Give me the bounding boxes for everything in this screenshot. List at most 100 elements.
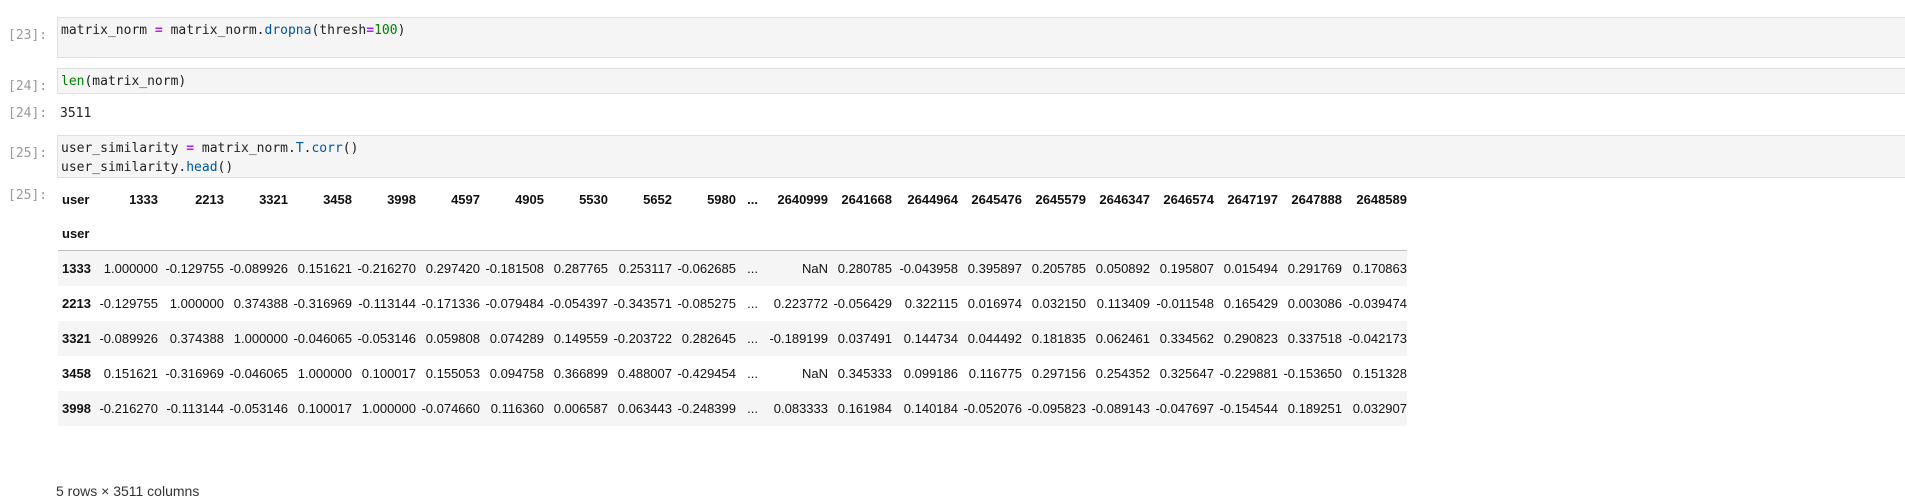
- index-name-spacer: [1342, 217, 1407, 251]
- table-cell: 0.100017: [361, 366, 416, 381]
- table-cell: 0.050892: [1095, 261, 1150, 276]
- cell-25-prompt: [25]:: [8, 146, 48, 161]
- code-token: user_similarity.: [61, 160, 187, 175]
- table-cell: 0.322115: [904, 296, 958, 311]
- table-cell: -0.047697: [1155, 401, 1214, 416]
- table-cell: -0.203722: [613, 331, 672, 346]
- dataframe-index-name-row: user: [58, 217, 1407, 251]
- table-cell: -0.216270: [357, 261, 416, 276]
- table-cell: 0.016974: [967, 296, 1022, 311]
- column-axis-name: user: [62, 192, 90, 207]
- column-header: 5652: [643, 192, 672, 207]
- row-index-label: 1333: [62, 261, 91, 276]
- table-cell: 0.151621: [297, 261, 352, 276]
- table-cell: -0.153650: [1283, 366, 1342, 381]
- dataframe-shape-text: 5 rows × 3511 columns: [56, 483, 200, 499]
- table-cell: -0.056429: [833, 296, 892, 311]
- table-cell: -0.062685: [677, 261, 736, 276]
- table-cell: -0.316969: [293, 296, 352, 311]
- index-name-spacer: [758, 217, 828, 251]
- table-cell: 0.140184: [903, 401, 958, 416]
- index-name-spacer: [1086, 217, 1150, 251]
- table-cell: 0.334562: [1159, 331, 1214, 346]
- table-cell: -0.154544: [1219, 401, 1278, 416]
- table-cell: 0.254352: [1095, 366, 1150, 381]
- column-ellipsis: ...: [747, 192, 758, 207]
- table-cell: -0.216270: [99, 401, 158, 416]
- column-header: 4905: [515, 192, 544, 207]
- table-cell: 0.083333: [773, 401, 828, 416]
- table-cell: -0.316969: [165, 366, 224, 381]
- table-cell: 0.223772: [773, 296, 828, 311]
- cell-ellipsis: ...: [747, 366, 758, 381]
- column-header: 3998: [387, 192, 416, 207]
- code-token: user_similarity: [61, 141, 187, 156]
- table-cell: -0.043958: [899, 261, 958, 276]
- table-cell: 0.287765: [553, 261, 608, 276]
- index-name-spacer: [224, 217, 288, 251]
- cell-25-code-line-1: user_similarity = matrix_norm.T.corr(): [58, 139, 1905, 158]
- cell-24-input[interactable]: len(matrix_norm): [57, 68, 1905, 94]
- table-cell: -0.039474: [1348, 296, 1407, 311]
- index-name-spacer: [480, 217, 544, 251]
- index-name-spacer: [1214, 217, 1278, 251]
- code-token: head: [186, 160, 218, 175]
- table-cell: 0.151328: [1352, 366, 1407, 381]
- table-cell: -0.089926: [99, 331, 158, 346]
- table-cell: 0.488007: [617, 366, 672, 381]
- table-cell: -0.181508: [485, 261, 544, 276]
- cell-25-input[interactable]: user_similarity = matrix_norm.T.corr() u…: [57, 135, 1905, 178]
- cell-23-input[interactable]: matrix_norm = matrix_norm.dropna(thresh=…: [57, 17, 1905, 58]
- dataframe-table: user 1333 2213 3321 3458 3998 4597 4905 5530 565…: [58, 182, 1407, 426]
- code-token: (): [217, 160, 234, 175]
- table-cell: 0.170863: [1352, 261, 1407, 276]
- index-name-spacer: [544, 217, 608, 251]
- table-cell: 0.044492: [967, 331, 1022, 346]
- index-name-spacer: [288, 217, 352, 251]
- column-header: 2646574: [1163, 192, 1214, 207]
- column-header: 5530: [579, 192, 608, 207]
- column-header: 2645579: [1035, 192, 1086, 207]
- table-cell: 0.074289: [489, 331, 544, 346]
- table-cell: 0.113409: [1096, 296, 1150, 311]
- table-cell: 0.161984: [837, 401, 892, 416]
- table-cell: 0.395897: [967, 261, 1022, 276]
- column-header: 2645476: [971, 192, 1022, 207]
- cell-ellipsis: ...: [747, 296, 758, 311]
- table-cell: -0.248399: [677, 401, 736, 416]
- index-name-spacer: [736, 217, 758, 251]
- table-cell: 0.151621: [103, 366, 158, 381]
- table-cell: -0.052076: [963, 401, 1022, 416]
- table-cell: -0.042173: [1348, 331, 1407, 346]
- table-cell: 0.059808: [425, 331, 480, 346]
- table-cell: -0.079484: [485, 296, 544, 311]
- table-cell: 0.189251: [1287, 401, 1342, 416]
- table-cell: 0.063443: [617, 401, 672, 416]
- table-cell: NaN: [801, 261, 828, 276]
- table-cell: 0.144734: [903, 331, 958, 346]
- code-token: =: [154, 23, 163, 38]
- table-cell: -0.343571: [613, 296, 672, 311]
- column-header: 4597: [451, 192, 480, 207]
- table-cell: 0.062461: [1095, 331, 1150, 346]
- index-name-spacer: [672, 217, 736, 251]
- column-header: 2646347: [1099, 192, 1150, 207]
- index-name-spacer: [416, 217, 480, 251]
- column-header: 2647197: [1227, 192, 1278, 207]
- table-cell: -0.113144: [358, 296, 416, 311]
- table-cell: 0.253117: [618, 261, 672, 276]
- table-cell: 0.345333: [837, 366, 892, 381]
- table-row: 3321 -0.089926 0.374388 1.000000 -0.046065 -0…: [58, 321, 1407, 356]
- table-cell: 0.297156: [1031, 366, 1086, 381]
- table-cell: 0.006587: [553, 401, 608, 416]
- code-token: (thresh: [311, 23, 367, 38]
- index-name-spacer: [892, 217, 958, 251]
- code-token: corr: [311, 141, 343, 156]
- table-cell: 0.155053: [425, 366, 480, 381]
- table-cell: 1.000000: [233, 331, 288, 346]
- cell-ellipsis: ...: [747, 401, 758, 416]
- code-token: (): [342, 141, 359, 156]
- code-token: ): [397, 23, 406, 38]
- table-cell: 0.374388: [233, 296, 288, 311]
- row-index-label: 2213: [62, 296, 91, 311]
